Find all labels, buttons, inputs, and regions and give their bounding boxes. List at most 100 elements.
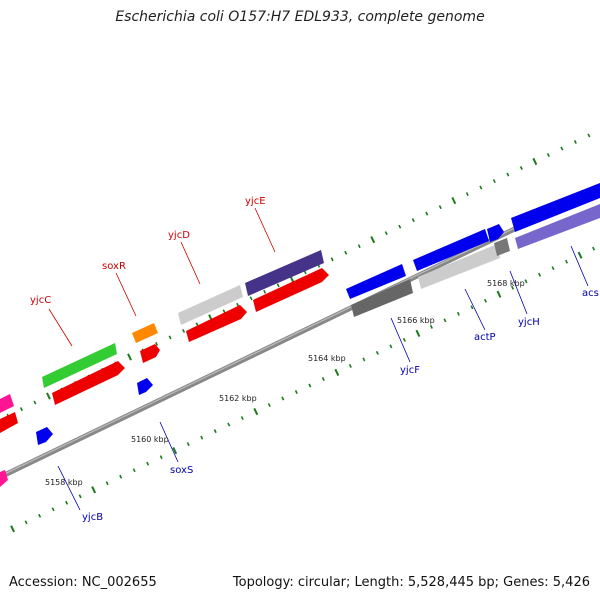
gene-label-yjcF[interactable]: yjcF bbox=[400, 365, 420, 376]
minor-tick bbox=[470, 305, 474, 310]
minor-tick bbox=[438, 205, 442, 210]
gene-label-yjcD[interactable]: yjcD bbox=[168, 230, 190, 241]
minor-tick bbox=[263, 289, 267, 294]
major-tick bbox=[46, 392, 51, 400]
minor-tick bbox=[213, 429, 217, 434]
gene-feature-red[interactable] bbox=[140, 344, 160, 363]
minor-tick bbox=[592, 246, 596, 251]
minor-tick bbox=[33, 400, 37, 405]
gene-label-soxR[interactable]: soxR bbox=[102, 261, 126, 272]
minor-tick bbox=[249, 296, 253, 301]
minor-tick bbox=[344, 250, 348, 255]
genome-backbone-highlight bbox=[0, 186, 600, 477]
major-tick bbox=[496, 290, 502, 298]
major-tick bbox=[451, 197, 457, 205]
minor-tick bbox=[411, 218, 415, 223]
major-tick bbox=[415, 329, 421, 337]
major-tick bbox=[334, 368, 340, 377]
minor-tick bbox=[200, 435, 204, 440]
minor-tick bbox=[398, 224, 402, 229]
minor-tick bbox=[276, 283, 280, 288]
minor-tick bbox=[479, 185, 483, 190]
gene-label-yjcB[interactable]: yjcB bbox=[82, 512, 103, 523]
minor-tick bbox=[375, 350, 379, 355]
minor-tick bbox=[443, 318, 447, 323]
gene-feature-blue[interactable] bbox=[487, 224, 504, 242]
minor-tick bbox=[78, 494, 82, 499]
label-leaders bbox=[48, 207, 589, 511]
gene-feature-blue[interactable] bbox=[511, 183, 600, 232]
gene-feature-pink[interactable] bbox=[0, 470, 8, 487]
minor-tick bbox=[51, 507, 55, 512]
gene-label-actP[interactable]: actP bbox=[474, 332, 496, 343]
major-tick bbox=[532, 157, 538, 166]
gene-feature-gray[interactable] bbox=[351, 279, 413, 317]
gene-feature-blue[interactable] bbox=[413, 229, 489, 271]
minor-tick bbox=[362, 357, 366, 362]
minor-tick bbox=[506, 172, 510, 177]
minor-tick bbox=[492, 179, 496, 184]
minor-tick bbox=[19, 407, 23, 412]
gene-feature-blue[interactable] bbox=[137, 378, 153, 395]
minor-tick bbox=[546, 153, 550, 157]
major-tick bbox=[10, 525, 16, 533]
map-title: Escherichia coli O157:H7 EDL933, complet… bbox=[115, 9, 485, 25]
minor-tick bbox=[24, 520, 28, 525]
major-tick bbox=[172, 447, 178, 455]
minor-tick bbox=[105, 481, 109, 486]
gene-label-yjcC[interactable]: yjcC bbox=[30, 295, 51, 306]
minor-tick bbox=[159, 455, 163, 460]
minor-tick bbox=[524, 279, 528, 284]
gene-labels: yjcC soxR yjcD yjcE yjcB soxS yjcF actP … bbox=[30, 196, 599, 523]
gene-feature-purple[interactable] bbox=[245, 250, 324, 296]
gene-feature-pink[interactable] bbox=[0, 394, 14, 413]
gene-label-yjcE[interactable]: yjcE bbox=[245, 196, 266, 207]
minor-tick bbox=[38, 513, 42, 518]
minor-tick bbox=[565, 259, 569, 264]
gene-feature-red[interactable] bbox=[186, 305, 247, 342]
tick-label-5164: 5164 kbp bbox=[308, 354, 346, 363]
gene-feature-orange[interactable] bbox=[132, 323, 158, 343]
gene-feature-red[interactable] bbox=[52, 361, 125, 405]
gene-feature-green[interactable] bbox=[42, 343, 117, 388]
minor-tick bbox=[281, 396, 285, 401]
genome-summary: Topology: circular; Length: 5,528,445 bp… bbox=[232, 575, 590, 590]
tick-label-5162: 5162 kbp bbox=[219, 394, 257, 403]
minor-tick bbox=[186, 442, 190, 447]
minor-tick bbox=[182, 328, 186, 333]
major-tick bbox=[577, 251, 583, 259]
gene-feature-red[interactable] bbox=[253, 268, 329, 312]
gene-feature-gray[interactable] bbox=[494, 238, 510, 256]
genome-backbone bbox=[0, 185, 600, 480]
major-tick bbox=[370, 236, 376, 244]
minor-tick bbox=[429, 324, 433, 329]
tick-label-5166: 5166 kbp bbox=[397, 316, 435, 325]
minor-tick bbox=[65, 500, 69, 505]
minor-tick bbox=[389, 344, 393, 349]
tick-label-5160: 5160 kbp bbox=[131, 435, 169, 444]
major-tick bbox=[91, 486, 97, 494]
minor-tick bbox=[132, 468, 136, 473]
gene-feature-lavender[interactable] bbox=[515, 204, 600, 249]
gene-feature-silver[interactable] bbox=[418, 244, 500, 289]
minor-tick bbox=[227, 422, 231, 427]
gene-label-yjcH[interactable]: yjcH bbox=[518, 317, 540, 328]
gene-feature-blue[interactable] bbox=[346, 264, 406, 299]
gene-feature-red[interactable] bbox=[0, 412, 18, 433]
minor-tick bbox=[510, 285, 514, 290]
tick-label-5168: 5168 kbp bbox=[487, 279, 525, 288]
minor-tick bbox=[321, 377, 325, 381]
minor-tick bbox=[425, 211, 429, 216]
gene-label-soxS[interactable]: soxS bbox=[170, 465, 193, 476]
minor-tick bbox=[294, 390, 298, 394]
minor-tick bbox=[402, 337, 406, 342]
minor-tick bbox=[456, 311, 460, 316]
gene-feature-silver[interactable] bbox=[178, 285, 243, 325]
major-tick bbox=[253, 407, 259, 416]
minor-tick bbox=[119, 474, 123, 479]
minor-tick bbox=[240, 416, 244, 421]
gene-label-acs[interactable]: acs bbox=[582, 288, 599, 299]
minor-tick bbox=[538, 272, 542, 277]
gene-feature-blue[interactable] bbox=[36, 427, 53, 445]
